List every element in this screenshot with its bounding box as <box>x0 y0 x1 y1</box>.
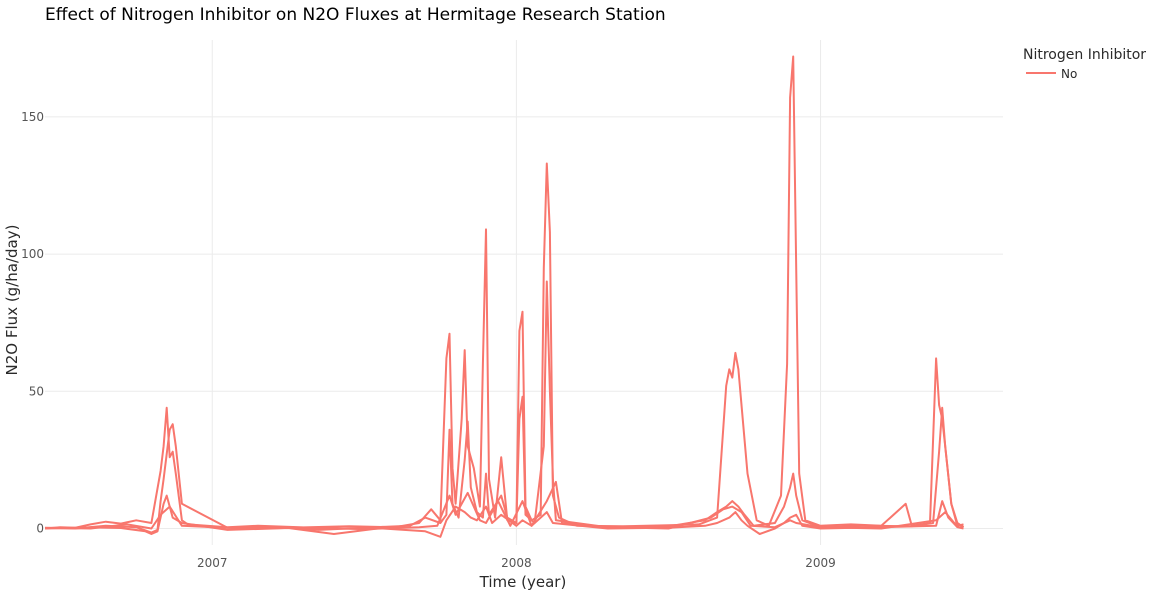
series-line-3[interactable] <box>44 494 964 538</box>
x-axis-title: Time (year) <box>479 573 567 590</box>
series-line-2[interactable] <box>44 280 965 534</box>
series-line-1[interactable] <box>44 55 964 530</box>
y-tick-label: 150 <box>21 110 44 124</box>
y-axis-title: N2O Flux (g/ha/day) <box>3 225 21 376</box>
series-line-4[interactable] <box>44 480 964 531</box>
series-layer <box>44 55 965 538</box>
x-tick-label: 2007 <box>197 556 228 570</box>
legend-title: Nitrogen Inhibitor <box>1023 47 1146 63</box>
y-tick-label: 100 <box>21 247 44 261</box>
legend-item-label: No <box>1061 67 1077 81</box>
x-tick-label: 2009 <box>805 556 836 570</box>
axis-ticks: 0 50 100 150 2007 2008 2009 <box>21 110 836 570</box>
legend-item-no[interactable]: No <box>1026 67 1077 81</box>
y-tick-label: 50 <box>29 384 44 398</box>
x-tick-label: 2008 <box>501 556 532 570</box>
legend: Nitrogen Inhibitor No <box>1023 47 1146 81</box>
y-tick-label: 0 <box>36 522 44 536</box>
chart-title: Effect of Nitrogen Inhibitor on N2O Flux… <box>45 5 666 25</box>
